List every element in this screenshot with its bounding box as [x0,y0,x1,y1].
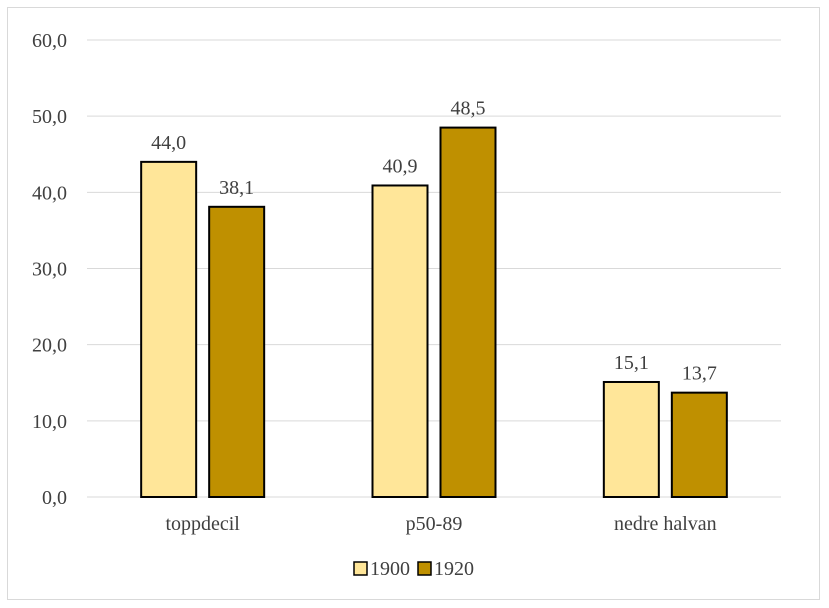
gridlines [87,39,781,498]
legend-label: 1900 [370,558,410,580]
y-tick-label: 60,0 [32,30,67,52]
x-tick-label: p50-89 [406,513,463,535]
data-label: 15,1 [614,352,649,374]
data-label: 38,1 [219,177,254,199]
legend: 1900 1920 [353,558,474,580]
legend-swatch [353,561,368,576]
data-label: 40,9 [383,155,418,177]
x-tick-label: toppdecil [165,513,240,535]
legend-label: 1920 [434,558,474,580]
bars [140,126,728,499]
bar-1920-p50-89 [439,126,497,498]
x-tick-label: nedre halvan [614,513,717,535]
data-labels: 44,0 38,1 40,9 48,5 15,1 13,7 [151,98,717,385]
data-label: 48,5 [451,98,486,120]
y-tick-label: 50,0 [32,106,67,128]
data-label: 44,0 [151,132,186,154]
y-tick-label: 40,0 [32,182,67,204]
bar-1920-toppdecil [208,205,266,498]
data-label: 13,7 [682,363,717,385]
legend-swatch [417,561,432,576]
y-axis-ticks: 0,0 10,0 20,0 30,0 40,0 50,0 60,0 [32,30,67,509]
bar-1920-nedre-halvan [670,391,728,499]
y-tick-label: 30,0 [32,259,67,281]
y-tick-label: 10,0 [32,411,67,433]
bar-1900-nedre-halvan [602,380,660,499]
y-tick-label: 20,0 [32,335,67,357]
bar-1900-p50-89 [371,184,429,498]
bar-1900-toppdecil [140,160,198,498]
x-axis-ticks: toppdecil p50-89 nedre halvan [165,513,716,535]
y-tick-label: 0,0 [42,487,67,509]
